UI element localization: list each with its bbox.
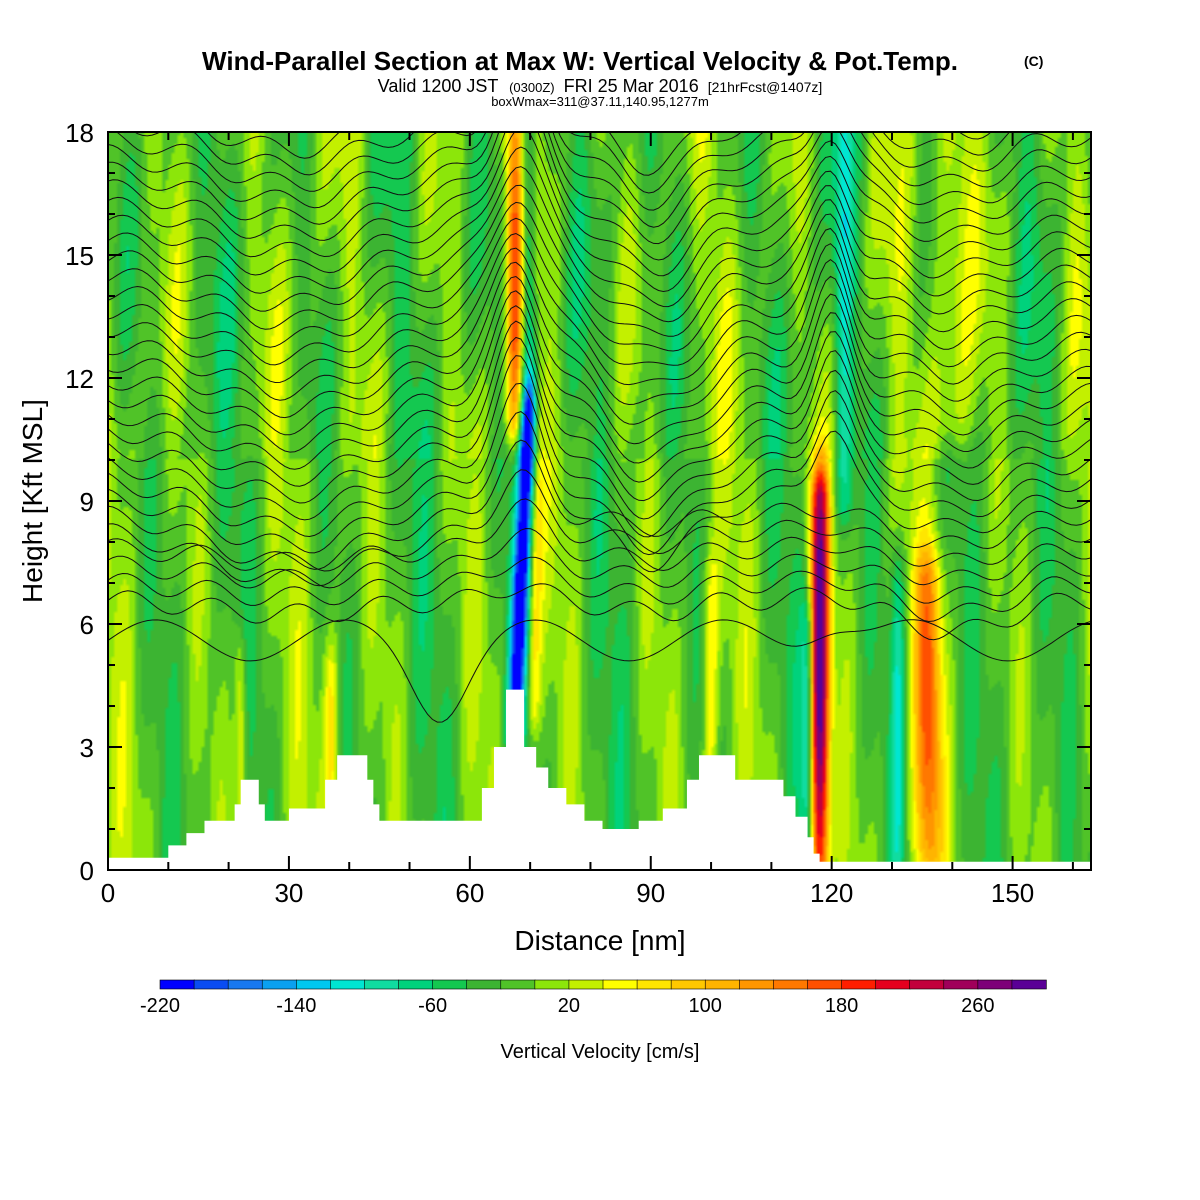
colorbar-swatch <box>193 979 229 990</box>
y-tick-label: 3 <box>80 733 94 763</box>
colorbar-tick-label: 100 <box>689 995 722 1017</box>
y-tick-label: 12 <box>65 364 94 394</box>
chart-subtitle-box: boxWmax=311@37.11,140.95,1277m <box>491 94 709 109</box>
theta-contour <box>108 336 1091 520</box>
colorbar-swatch <box>432 979 468 990</box>
colorbar-swatch <box>398 979 434 990</box>
theta-contour <box>108 469 1091 587</box>
colorbar-swatch <box>636 979 672 990</box>
y-tick-label: 0 <box>80 856 94 886</box>
subtitle-zulu: (0300Z) <box>509 80 555 95</box>
x-axis-ticks: 0 30 60 90 120 150 <box>101 132 1074 908</box>
x-tick-label: 30 <box>274 878 303 908</box>
theta-contour <box>108 166 1091 323</box>
y-axis-ticks: 0 3 6 9 12 15 18 <box>65 118 1091 886</box>
theta-contour <box>108 132 1091 261</box>
theta-contour <box>108 498 1091 586</box>
theta-contour <box>108 305 1091 483</box>
colorbar-tick-labels: -220 -140 -60 20 100 180 260 <box>140 995 995 1017</box>
colorbar-tick-label: 20 <box>558 995 580 1017</box>
chart-title: Wind-Parallel Section at Max W: Vertical… <box>202 46 958 76</box>
colorbar-swatch <box>568 979 604 990</box>
colorbar-swatch <box>670 979 706 990</box>
theta-contour <box>108 527 1091 604</box>
y-tick-label: 9 <box>80 487 94 517</box>
theta-contour <box>108 556 1091 623</box>
x-tick-label: 120 <box>810 878 853 908</box>
subtitle-date: FRI 25 Mar 2016 <box>564 76 699 96</box>
colorbar-swatch <box>330 979 366 990</box>
x-tick-label: 150 <box>991 878 1034 908</box>
theta-contour <box>108 411 1091 573</box>
colorbar-swatch <box>739 979 775 990</box>
theta-contour <box>133 132 1011 194</box>
colorbar-swatch <box>364 979 400 990</box>
y-tick-label: 6 <box>80 610 94 640</box>
x-tick-label: 0 <box>101 878 115 908</box>
colorbar-swatch <box>977 979 1013 990</box>
colorbar-swatch <box>466 979 502 990</box>
x-tick-label: 90 <box>636 878 665 908</box>
y-tick-label: 15 <box>65 241 94 271</box>
colorbar-swatch <box>602 979 638 990</box>
colorbar-tick-label: -220 <box>140 995 180 1017</box>
colorbar-tick-label: -60 <box>418 995 447 1017</box>
colorbar-swatch <box>296 979 332 990</box>
colorbar-swatch <box>704 979 741 990</box>
colorbar-swatch <box>807 979 843 990</box>
theta-contour <box>108 132 1091 293</box>
potential-temperature-contours <box>108 132 1091 723</box>
colorbar-label: Vertical Velocity [cm/s] <box>501 1041 700 1063</box>
colorbar-tick-label: -140 <box>276 995 316 1017</box>
theta-contour <box>108 439 1091 570</box>
chart-title-mark: (C) <box>1024 53 1043 69</box>
theta-contour <box>108 275 1091 445</box>
colorbar-swatch <box>943 979 979 990</box>
terrain-profile <box>108 689 1091 870</box>
colorbar-swatch <box>841 979 877 990</box>
theta-contour <box>108 217 1091 366</box>
theta-contour <box>108 583 1091 641</box>
colorbar-tick-label: 180 <box>825 995 858 1017</box>
theta-contour <box>108 184 1091 337</box>
theta-contour <box>108 132 1091 277</box>
x-tick-label: 60 <box>455 878 484 908</box>
colorbar <box>159 979 1047 990</box>
theta-contour <box>108 355 1091 538</box>
colorbar-swatch <box>261 979 298 990</box>
theta-contour <box>108 146 1091 308</box>
theta-contour <box>206 132 992 176</box>
theta-contour <box>108 290 1091 464</box>
theta-contour <box>108 382 1091 556</box>
colorbar-swatch <box>909 979 945 990</box>
x-axis-label: Distance [nm] <box>514 925 685 956</box>
chart-subtitle-line: Valid 1200 JST (0300Z) FRI 25 Mar 2016 [… <box>378 76 823 96</box>
theta-contour <box>115 132 1091 211</box>
theta-contour <box>108 619 1091 723</box>
subtitle-valid: Valid 1200 JST <box>378 76 499 96</box>
theta-contour <box>108 320 1091 502</box>
y-axis-label: Height [Kft MSL] <box>17 399 48 603</box>
colorbar-swatch <box>500 979 536 990</box>
theta-contour <box>108 201 1091 352</box>
plot-area <box>108 132 1091 870</box>
theta-contour <box>108 247 1091 406</box>
subtitle-fcst: [21hrFcst@1407z] <box>708 79 823 95</box>
colorbar-tick-label: 260 <box>961 995 994 1017</box>
colorbar-swatch <box>534 979 570 990</box>
colorbar-swatch <box>875 979 911 990</box>
theta-contour <box>108 132 1091 228</box>
theta-contour <box>108 261 1091 425</box>
y-tick-label: 18 <box>65 118 94 148</box>
colorbar-swatch <box>773 979 809 990</box>
colorbar-swatch <box>159 979 195 990</box>
theta-contour <box>108 132 1091 245</box>
theta-contour <box>108 232 1091 386</box>
colorbar-swatch <box>227 979 263 990</box>
colorbar-swatch <box>1011 979 1047 990</box>
